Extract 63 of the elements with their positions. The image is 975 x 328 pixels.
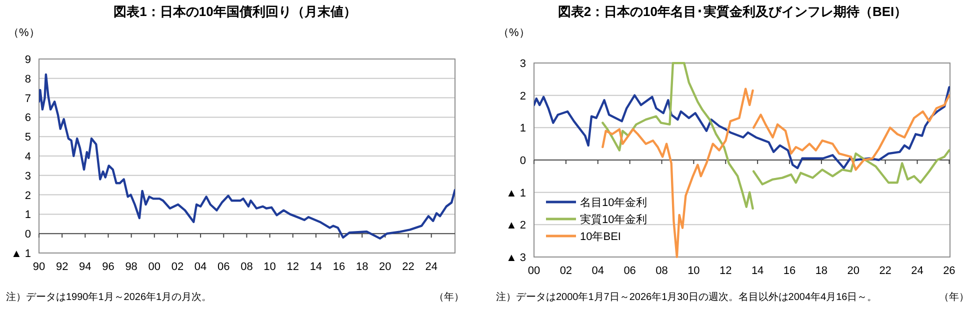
y-tick-label: 4	[24, 151, 31, 163]
y-tick-label: 1	[520, 122, 526, 135]
y-tick-label: 3	[24, 170, 31, 182]
x-axis-title: （年）	[939, 291, 969, 303]
y-tick-label: 2	[520, 90, 526, 102]
x-tick-label: 14	[751, 265, 764, 277]
y-tick-label: 1	[24, 209, 31, 222]
x-tick-label: 16	[332, 261, 346, 273]
y-tick-label: 3	[520, 58, 526, 70]
x-tick-label: 02	[560, 265, 572, 277]
x-tick-label: 06	[624, 265, 636, 277]
line-series	[39, 73, 455, 240]
y-tick-label: 0	[520, 155, 526, 167]
x-tick-label: 96	[102, 261, 114, 273]
line-series	[534, 86, 950, 170]
x-tick-label: 18	[356, 261, 368, 273]
x-axis-title: （年）	[434, 291, 464, 303]
x-tick-label: 14	[310, 261, 322, 273]
y-tick-label: 0	[24, 228, 31, 241]
x-tick-label: 26	[943, 265, 956, 277]
x-tick-label: 98	[125, 261, 138, 273]
x-tick-label: 16	[783, 265, 796, 277]
y-tick-label: 7	[24, 92, 31, 105]
text: 注）データは1990年1月～2026年1月の月次。	[6, 291, 212, 303]
y-tick-label: ▲ 1	[506, 187, 526, 200]
chart-title: 図表2：日本の10年名目･実質金利及びインフレ期待（BEI）	[558, 4, 908, 19]
y-axis-title: （%）	[8, 27, 40, 39]
x-tick-label: 12	[286, 261, 299, 273]
y-tick-label: 6	[24, 112, 31, 124]
legend-label: 名目10年金利	[580, 196, 648, 209]
x-tick-label: 02	[171, 261, 184, 273]
x-tick-label: 06	[218, 261, 230, 273]
y-tick-label: ▲ 1	[10, 248, 31, 260]
x-tick-label: 90	[32, 261, 46, 273]
x-tick-label: 92	[56, 261, 68, 273]
x-tick-label: 00	[148, 261, 161, 273]
x-tick-label: 10	[264, 261, 276, 273]
x-tick-label: 04	[592, 265, 604, 277]
x-tick-label: 18	[815, 265, 828, 277]
y-tick-label: 9	[24, 54, 31, 66]
x-tick-label: 24	[911, 265, 924, 277]
chart-title: 図表1：日本の10年国債利回り（月末値）	[114, 4, 356, 19]
y-tick-label: ▲ 2	[506, 220, 526, 232]
y-tick-label: ▲ 3	[506, 252, 526, 264]
x-tick-label: 24	[425, 261, 438, 273]
x-tick-label: 08	[656, 265, 668, 277]
legend-label: 実質10年金利	[580, 213, 648, 226]
y-tick-label: 2	[24, 190, 31, 202]
x-tick-label: 22	[402, 261, 414, 273]
x-tick-label: 94	[79, 261, 92, 273]
x-tick-label: 20	[379, 261, 392, 273]
x-tick-label: 04	[194, 261, 207, 273]
y-tick-label: 5	[24, 132, 31, 144]
text: 注）データは2000年1月7日～2026年1月30日の週次。名目以外は2004年4月16日～。	[496, 291, 878, 303]
x-tick-label: 12	[720, 265, 732, 277]
x-tick-label: 08	[240, 261, 253, 273]
x-tick-label: 10	[688, 265, 700, 277]
x-tick-label: 20	[847, 265, 860, 277]
x-tick-label: 22	[879, 265, 892, 277]
legend-label: 10年BEI	[580, 231, 621, 243]
y-axis-title: （%）	[498, 27, 530, 39]
x-tick-label: 00	[528, 265, 540, 277]
y-tick-label: 8	[24, 73, 31, 86]
